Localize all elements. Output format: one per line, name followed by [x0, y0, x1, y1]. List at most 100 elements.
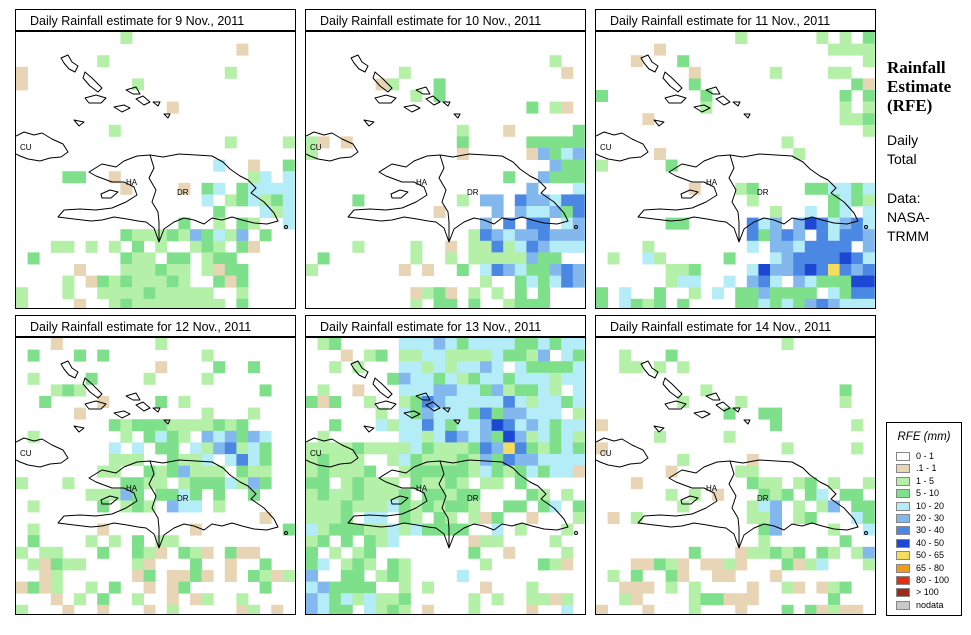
rain-cell	[491, 206, 504, 218]
rain-cell	[190, 558, 202, 571]
rain-cell	[456, 148, 469, 160]
rain-cell	[839, 396, 852, 408]
rain-cell	[839, 101, 852, 114]
rain-cell	[758, 217, 771, 230]
rain-cell	[862, 546, 875, 559]
rain-cell	[132, 454, 144, 466]
rain-cell	[456, 349, 469, 362]
island-outline	[442, 101, 451, 107]
rain-cell	[387, 454, 400, 466]
rain-cell	[665, 264, 678, 276]
rain-cell	[572, 349, 585, 362]
rain-cell	[514, 287, 527, 300]
rain-cell	[375, 477, 388, 490]
rain-cell	[480, 465, 492, 478]
rain-cell	[630, 570, 643, 582]
rain-cell	[375, 604, 388, 614]
rain-cell	[723, 275, 736, 288]
rain-cell	[166, 419, 179, 432]
rain-cell	[538, 593, 550, 606]
coastline	[596, 360, 868, 549]
rain-cell	[364, 593, 376, 606]
rain-cell	[456, 338, 469, 350]
rain-cell	[816, 182, 829, 195]
rain-cell	[538, 361, 550, 374]
rain-cell	[201, 252, 214, 265]
rain-cell	[746, 240, 759, 253]
island-outline	[113, 104, 131, 113]
rain-cell	[224, 264, 237, 276]
rain-cell	[793, 546, 806, 559]
rain-cell	[190, 523, 202, 536]
rain-cell	[735, 182, 748, 195]
rain-cell	[456, 570, 469, 582]
rain-cell	[178, 430, 191, 443]
rain-cell	[282, 206, 295, 218]
rain-cell	[143, 298, 156, 308]
rain-cell	[561, 206, 574, 218]
rain-cell	[178, 500, 191, 513]
rain-cell	[735, 604, 748, 614]
island-outline	[73, 119, 85, 127]
rain-cell	[549, 500, 562, 513]
rain-cell	[503, 252, 516, 265]
rain-cell	[851, 512, 864, 524]
rain-cell	[410, 430, 423, 443]
rain-cell	[828, 523, 840, 536]
island-outline	[60, 360, 79, 379]
rain-cell	[422, 465, 434, 478]
island-outline	[82, 71, 103, 93]
rain-cell	[758, 488, 771, 501]
rain-cell	[433, 454, 446, 466]
rain-cell	[317, 338, 330, 350]
rain-cell	[236, 240, 249, 253]
island-outline	[125, 86, 141, 95]
rain-cell	[503, 240, 516, 253]
rain-cell	[352, 488, 365, 501]
rain-cell	[97, 349, 110, 362]
rain-cell	[572, 217, 585, 230]
rain-cell	[306, 546, 318, 559]
island-outline	[743, 419, 751, 425]
rain-cell	[526, 396, 539, 408]
rain-cell	[201, 442, 214, 455]
rain-cell	[433, 465, 446, 478]
island-dot	[284, 531, 288, 535]
rain-cell	[862, 287, 875, 300]
rain-cell	[398, 419, 411, 432]
rain-cell	[538, 240, 550, 253]
rain-cell	[445, 338, 458, 350]
rain-cell	[259, 182, 272, 195]
rain-cell	[39, 570, 52, 582]
legend-label: 80 - 100	[916, 575, 950, 585]
rain-cell	[549, 419, 562, 432]
rain-cell	[549, 593, 562, 606]
rain-cell	[422, 396, 434, 408]
rain-cell	[387, 372, 400, 385]
rain-cell	[224, 252, 237, 265]
island-outline	[125, 392, 141, 401]
rain-cell	[514, 465, 527, 478]
rain-cell	[224, 66, 237, 79]
rain-cell	[526, 384, 539, 397]
cuba-outline	[16, 131, 69, 162]
rain-cell	[259, 558, 272, 571]
island-dot	[864, 531, 868, 535]
rain-cell	[572, 512, 585, 524]
rain-cell	[329, 500, 342, 513]
gonave-outline	[680, 495, 699, 505]
rain-cell	[607, 570, 620, 582]
rain-cell	[224, 430, 237, 443]
rain-cell	[62, 275, 75, 288]
rain-cell	[132, 535, 144, 548]
rain-cell	[456, 124, 469, 137]
rain-cell	[201, 264, 214, 276]
rain-cell	[561, 66, 574, 79]
rain-cell	[514, 396, 527, 408]
rain-cell	[862, 264, 875, 276]
rain-cell	[39, 581, 52, 594]
rain-cell	[271, 570, 284, 582]
rain-cell	[688, 546, 701, 559]
rain-cell	[851, 194, 864, 207]
rain-cell	[306, 396, 318, 408]
